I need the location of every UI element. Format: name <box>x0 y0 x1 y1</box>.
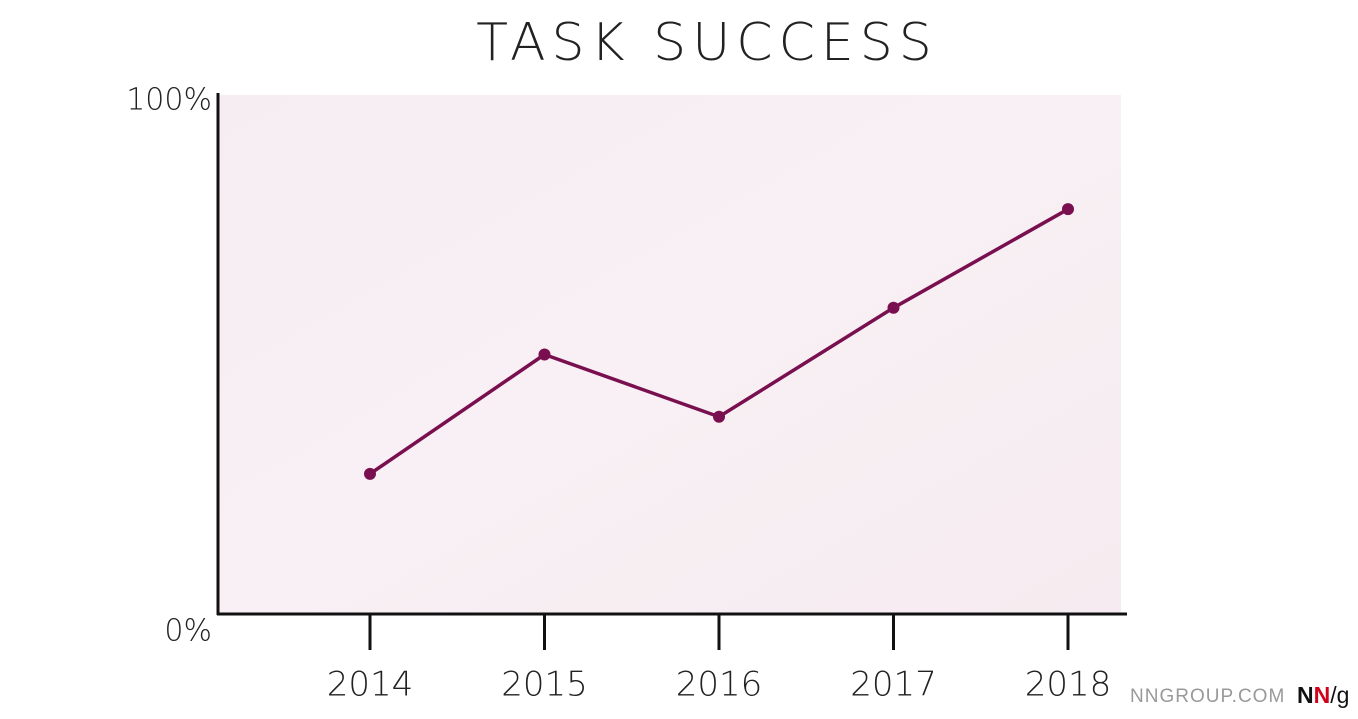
data-point <box>364 467 376 480</box>
logo: NN/g <box>1297 682 1349 708</box>
chart-title: Task Success <box>476 13 938 73</box>
x-tick-label: 2014 <box>327 665 414 705</box>
x-tick-label: 2016 <box>676 665 763 705</box>
x-tick-label: 2015 <box>501 665 588 705</box>
x-tick-label: 2017 <box>850 665 937 705</box>
data-point <box>713 410 725 423</box>
logo-part: N <box>1297 682 1314 708</box>
x-tick-label: 2018 <box>1025 665 1112 705</box>
site-url: NNGROUP.COM <box>1130 686 1285 707</box>
y-tick-label: 0% <box>164 614 212 649</box>
logo-part: /g <box>1330 682 1349 708</box>
plot-background <box>219 95 1121 613</box>
logo-part: N <box>1314 682 1331 708</box>
data-point <box>887 301 900 314</box>
data-point <box>538 348 551 361</box>
y-tick-label: 100% <box>126 83 212 118</box>
data-point <box>1062 203 1074 216</box>
